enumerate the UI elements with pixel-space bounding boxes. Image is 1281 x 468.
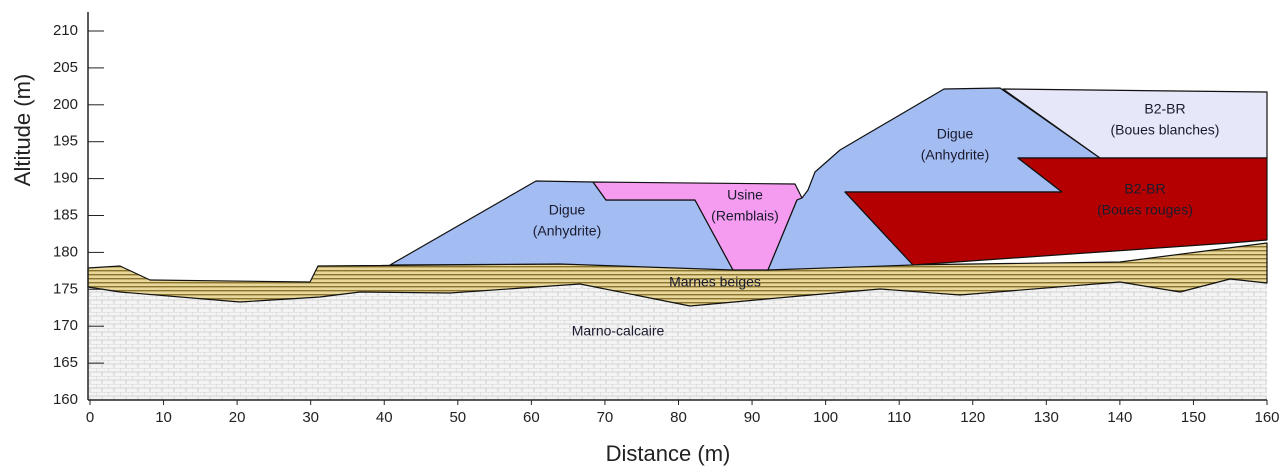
y-tick-label: 205 (53, 59, 78, 76)
y-tick-label: 180 (53, 243, 78, 260)
region-label: Marnes beiges (669, 274, 761, 290)
y-tick-label: 210 (53, 22, 78, 39)
y-tick-label: 190 (53, 170, 78, 187)
region-label: (Boues rouges) (1097, 202, 1193, 218)
x-tick-label: 160 (1254, 409, 1279, 426)
region-label: B2-BR (1144, 101, 1185, 117)
y-tick-label: 160 (53, 391, 78, 408)
region-label: Digue (549, 202, 586, 218)
x-tick-label: 100 (813, 409, 838, 426)
region-label: Marno-calcaire (572, 323, 665, 339)
x-tick-label: 150 (1181, 409, 1206, 426)
y-tick-label: 165 (53, 354, 78, 371)
x-tick-label: 110 (887, 409, 911, 426)
region-label: (Anhydrite) (533, 223, 601, 239)
region-label: B2-BR (1124, 181, 1165, 197)
x-tick-label: 0 (86, 409, 94, 426)
x-tick-label: 60 (523, 409, 540, 426)
x-tick-label: 140 (1107, 409, 1132, 426)
x-tick-label: 90 (744, 409, 761, 426)
y-tick-label: 185 (53, 206, 78, 223)
x-tick-label: 40 (376, 409, 393, 426)
y-tick-label: 200 (53, 96, 78, 113)
x-tick-label: 120 (960, 409, 985, 426)
y-tick-label: 175 (53, 280, 78, 297)
region-label: (Remblais) (711, 208, 779, 224)
x-tick-label: 130 (1034, 409, 1059, 426)
x-tick-label: 70 (597, 409, 614, 426)
x-tick-label: 50 (449, 409, 466, 426)
region-label: Usine (727, 187, 763, 203)
x-tick-label: 30 (302, 409, 319, 426)
x-tick-label: 80 (670, 409, 687, 426)
layers (88, 88, 1267, 400)
region-label: (Anhydrite) (921, 147, 989, 163)
cross-section: Altitude (m) Distance (m) 0 10 20 30 40 50 60 7… (0, 0, 1281, 468)
y-tick-label: 170 (53, 317, 78, 334)
y-tick-label: 195 (53, 133, 78, 150)
region-label: Digue (937, 126, 974, 142)
x-tick-label: 20 (229, 409, 246, 426)
page: {"x_axis": {"label": "Distance (m)", "li… (0, 0, 1281, 468)
x-tick-label: 10 (155, 409, 172, 426)
y-axis-title: Altitude (m) (10, 74, 35, 186)
region-label: (Boues blanches) (1111, 122, 1220, 138)
x-axis-title: Distance (m) (606, 441, 731, 466)
